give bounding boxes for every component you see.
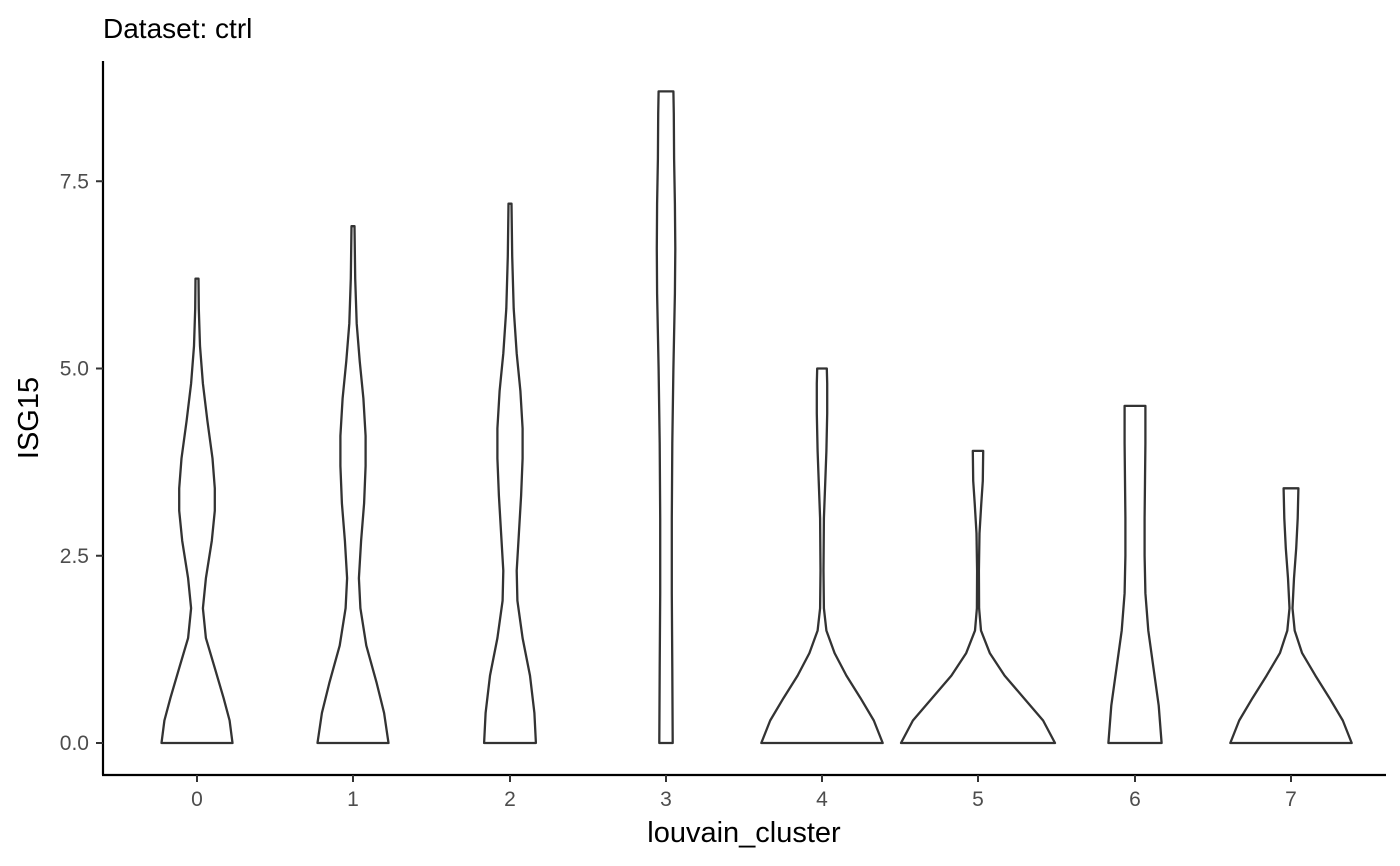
violin-cluster-0 [160,277,234,745]
violin-series-group [160,90,1353,745]
x-tick-label: 4 [816,788,828,811]
y-axis-ticks: 0.0 2.5 5.0 7.5 [60,170,103,755]
chart-title: Dataset: ctrl [103,13,252,44]
violin-cluster-1 [316,225,390,745]
x-tick-label: 2 [504,788,516,811]
x-tick-label: 1 [347,788,359,811]
y-tick-label: 5.0 [60,358,89,381]
violin-cluster-2 [482,202,538,745]
violin-cluster-3 [655,90,677,745]
x-tick-label: 7 [1285,788,1297,811]
x-tick-label: 0 [191,788,203,811]
x-tick-label: 5 [972,788,984,811]
x-tick-label: 6 [1129,788,1141,811]
violin-cluster-6 [1107,404,1163,745]
x-axis-ticks: 0 1 2 3 4 5 6 7 [191,775,1297,811]
violin-cluster-7 [1229,487,1353,745]
x-tick-label: 3 [660,788,672,811]
x-axis-title: louvain_cluster [647,817,841,849]
y-tick-label: 2.5 [60,545,89,568]
violin-cluster-4 [760,367,884,745]
y-tick-label: 0.0 [60,732,89,755]
violin-cluster-5 [899,449,1057,745]
y-axis-title: ISG15 [13,377,45,459]
y-tick-label: 7.5 [60,170,89,193]
